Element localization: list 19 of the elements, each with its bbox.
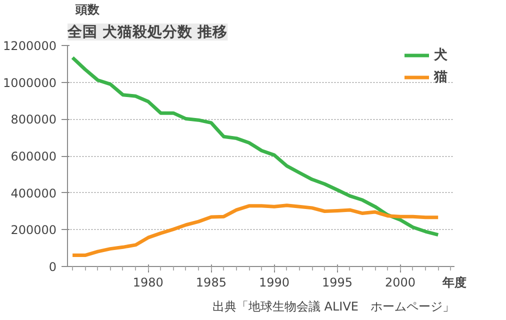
x-axis-title: 年度 <box>442 276 466 290</box>
chart-title: 全国 犬猫殺処分数 推移 <box>66 24 228 40</box>
x-tick-label: 1980 <box>132 276 164 290</box>
y-tick-label: 0 <box>48 260 57 274</box>
x-tick-label: 1995 <box>322 276 353 290</box>
x-tick-label: 2000 <box>385 276 416 290</box>
y-tick-label: 1000000 <box>3 76 57 90</box>
y-tick-label: 600000 <box>10 150 57 164</box>
y-tick-label: 400000 <box>10 186 57 200</box>
y-tick-label: 1200000 <box>3 39 57 53</box>
y-axis-title: 頭数 <box>74 2 100 16</box>
x-tick-label: 1985 <box>196 276 226 290</box>
y-tick-label: 800000 <box>10 112 57 127</box>
legend-label: 犬 <box>434 46 448 64</box>
line-series <box>70 204 440 258</box>
source-note: 出典「地球生物会議 ALIVE ホームページ」 <box>212 300 455 314</box>
legend-label: 猫 <box>434 69 448 86</box>
x-tick-label: 1990 <box>258 276 290 290</box>
y-tick-label: 200000 <box>10 223 57 238</box>
